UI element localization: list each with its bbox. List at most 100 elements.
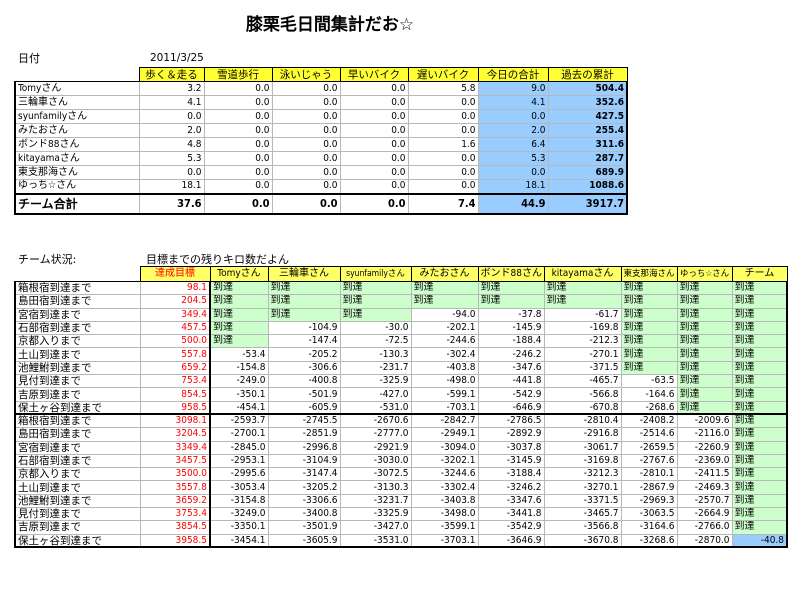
progress-value-cell: -3053.4	[209, 480, 269, 495]
progress-value-cell: -30.0	[339, 320, 412, 336]
progress-value-cell: 到達	[676, 347, 733, 362]
summary-value-cell: 0.0	[477, 165, 549, 180]
progress-value-cell: -670.8	[543, 400, 622, 415]
progress-value-cell: -3249.0	[209, 507, 269, 522]
summary-value-cell: 0.0	[477, 109, 549, 124]
progress-value-cell: -3347.6	[477, 493, 545, 509]
progress-header-cell: 三輪車さん	[267, 266, 341, 282]
summary-value-cell: 0.0	[339, 151, 409, 166]
progress-value-cell: -145.9	[477, 320, 545, 336]
progress-row-name: 保土ヶ谷到達まで	[14, 400, 141, 415]
progress-target-cell: 557.8	[139, 347, 211, 362]
summary-total-name: チーム合計	[14, 192, 140, 215]
progress-value-cell: -3145.9	[477, 453, 545, 469]
date-value: 2011/3/25	[150, 52, 204, 64]
progress-value-cell: 到達	[543, 294, 622, 309]
progress-value-cell: 到達	[676, 320, 733, 336]
summary-value-cell: 0.0	[407, 151, 479, 166]
progress-value-cell: 到達	[731, 280, 788, 296]
progress-value-cell: -268.6	[620, 400, 678, 415]
progress-header-cell: チーム	[731, 266, 788, 282]
progress-header-cell: Tomyさん	[209, 266, 269, 282]
progress-value-cell: -427.0	[339, 387, 412, 402]
summary-row: kitayamaさん 5.3 0.0 0.0 0.0 0.0 5.3 287.7	[14, 151, 628, 166]
progress-value-cell: 到達	[543, 280, 622, 296]
summary-value-cell: 0.0	[271, 165, 341, 180]
summary-value-cell: 0.0	[407, 109, 479, 124]
progress-value-cell: -231.7	[339, 360, 412, 376]
progress-header-row: 達成目標 Tomyさん 三輪車さん syunfamilyさん みたおさん ボンド88さん k…	[15, 266, 788, 282]
summary-value-cell: 2.0	[138, 123, 205, 138]
progress-target-cell: 659.2	[139, 360, 211, 376]
progress-row-name: 吉原到達まで	[14, 387, 141, 402]
progress-target-cell: 204.5	[139, 294, 211, 309]
summary-total-cell: 0.0	[271, 192, 341, 215]
progress-value-cell: -2892.9	[477, 427, 545, 442]
progress-value-cell: -147.4	[267, 334, 341, 349]
progress-target-cell: 3753.4	[139, 507, 211, 522]
progress-row-name: 京都入りまで	[14, 467, 141, 482]
summary-row: みたおさん 2.0 0.0 0.0 0.0 0.0 2.0 255.4	[14, 123, 628, 138]
summary-value-cell: 0.0	[407, 179, 479, 194]
progress-value-cell: -498.0	[410, 374, 479, 389]
progress-value-cell: 到達	[267, 294, 341, 309]
progress-value-cell: -94.0	[410, 307, 479, 322]
summary-value-cell: 0.0	[271, 151, 341, 166]
progress-value-cell: -2659.5	[620, 440, 678, 455]
progress-target-cell: 3349.4	[139, 440, 211, 455]
progress-value-cell: 到達	[339, 307, 412, 322]
progress-value-cell: 到達	[731, 347, 788, 362]
summary-row-name: 東支那海さん	[14, 165, 140, 180]
progress-value-cell: -2777.0	[339, 427, 412, 442]
summary-value-cell: 352.6	[547, 95, 628, 110]
progress-value-cell: 到達	[676, 360, 733, 376]
progress-value-cell: -371.5	[543, 360, 622, 376]
progress-header-cell: ボンド88さん	[477, 266, 545, 282]
progress-value-cell: -465.7	[543, 374, 622, 389]
summary-value-cell: 0.0	[407, 95, 479, 110]
progress-value-cell: -63.5	[620, 374, 678, 389]
progress-value-cell: -302.4	[410, 347, 479, 362]
progress-value-cell: -2514.6	[620, 427, 678, 442]
progress-value-cell: -2670.6	[339, 413, 412, 429]
progress-value-cell: 到達	[477, 280, 545, 296]
progress-value-cell: -3030.0	[339, 453, 412, 469]
summary-value-cell: 0.0	[339, 165, 409, 180]
progress-value-cell: -3454.1	[209, 533, 269, 549]
summary-value-cell: 0.0	[203, 123, 273, 138]
summary-value-cell: 0.0	[138, 109, 205, 124]
progress-value-cell: 到達	[620, 320, 678, 336]
summary-row-name: ゆっち☆さん	[14, 179, 140, 194]
summary-value-cell: 504.4	[547, 81, 628, 96]
progress-value-cell: -400.8	[267, 374, 341, 389]
progress-value-cell: -3542.9	[477, 520, 545, 535]
summary-value-cell: 4.1	[477, 95, 549, 110]
progress-row-name: 土山到達まで	[14, 347, 141, 362]
progress-value-cell: 到達	[676, 280, 733, 296]
progress-value-cell: -3037.8	[477, 440, 545, 455]
summary-value-cell: 18.1	[138, 179, 205, 194]
progress-value-cell: -3147.4	[267, 467, 341, 482]
summary-row: ボンド88さん 4.8 0.0 0.0 0.0 1.6 6.4 311.6	[14, 137, 628, 152]
progress-row: 土山到達まで 557.8 -53.4 -205.2 -130.3 -302.4 -246.2…	[14, 347, 788, 362]
progress-value-cell: 到達	[620, 334, 678, 349]
progress-row: 石部宿到達まで 3457.5 -2953.1 -3104.9 -3030.0 -3202.…	[14, 453, 788, 469]
progress-value-cell: -164.6	[620, 387, 678, 402]
progress-value-cell: -2851.9	[267, 427, 341, 442]
progress-value-cell: -2995.6	[209, 467, 269, 482]
progress-value-cell: -2664.9	[676, 507, 733, 522]
summary-value-cell: 0.0	[271, 109, 341, 124]
progress-value-cell: 到達	[410, 280, 479, 296]
summary-value-cell: 1088.6	[547, 179, 628, 194]
summary-value-cell: 0.0	[203, 151, 273, 166]
progress-value-cell: -130.3	[339, 347, 412, 362]
progress-row: 島田宿到達まで 3204.5 -2700.1 -2851.9 -2777.0 -2949.…	[14, 427, 788, 442]
progress-value-cell: -3670.8	[543, 533, 622, 549]
progress-value-cell: 到達	[731, 480, 788, 495]
summary-value-cell: 0.0	[339, 95, 409, 110]
progress-value-cell: 到達	[731, 374, 788, 389]
progress-value-cell: -2810.4	[543, 413, 622, 429]
progress-value-cell: -2969.3	[620, 493, 678, 509]
progress-header-cell: kitayamaさん	[543, 266, 622, 282]
progress-value-cell: 到達	[267, 280, 341, 296]
